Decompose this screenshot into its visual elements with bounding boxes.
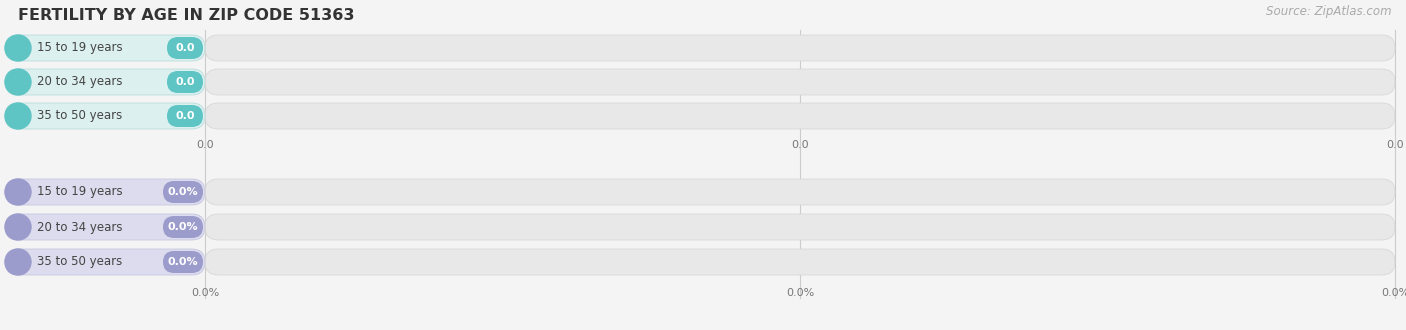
Text: 0.0: 0.0 — [792, 140, 808, 150]
FancyBboxPatch shape — [205, 179, 1395, 205]
FancyBboxPatch shape — [6, 103, 205, 129]
FancyBboxPatch shape — [6, 214, 205, 240]
Circle shape — [6, 35, 31, 61]
FancyBboxPatch shape — [6, 69, 205, 95]
FancyBboxPatch shape — [163, 251, 202, 273]
Circle shape — [6, 179, 31, 205]
Text: 0.0: 0.0 — [197, 140, 214, 150]
Text: 0.0%: 0.0% — [167, 257, 198, 267]
Text: 0.0: 0.0 — [1386, 140, 1403, 150]
Text: 0.0%: 0.0% — [1381, 288, 1406, 298]
Text: 0.0%: 0.0% — [786, 288, 814, 298]
Text: 0.0%: 0.0% — [167, 222, 198, 232]
FancyBboxPatch shape — [6, 249, 205, 275]
FancyBboxPatch shape — [205, 69, 1395, 95]
FancyBboxPatch shape — [167, 37, 202, 59]
Circle shape — [6, 103, 31, 129]
Text: 0.0%: 0.0% — [167, 187, 198, 197]
Text: 0.0%: 0.0% — [191, 288, 219, 298]
Circle shape — [6, 214, 31, 240]
Text: 35 to 50 years: 35 to 50 years — [37, 255, 122, 269]
FancyBboxPatch shape — [205, 103, 1395, 129]
FancyBboxPatch shape — [163, 181, 202, 203]
Text: 15 to 19 years: 15 to 19 years — [37, 185, 122, 199]
Text: 35 to 50 years: 35 to 50 years — [37, 110, 122, 122]
Text: Source: ZipAtlas.com: Source: ZipAtlas.com — [1267, 5, 1392, 18]
Text: 20 to 34 years: 20 to 34 years — [37, 76, 122, 88]
FancyBboxPatch shape — [6, 179, 205, 205]
Circle shape — [6, 249, 31, 275]
Text: 15 to 19 years: 15 to 19 years — [37, 42, 122, 54]
FancyBboxPatch shape — [205, 214, 1395, 240]
Text: 20 to 34 years: 20 to 34 years — [37, 220, 122, 234]
Text: FERTILITY BY AGE IN ZIP CODE 51363: FERTILITY BY AGE IN ZIP CODE 51363 — [18, 8, 354, 23]
Text: 0.0: 0.0 — [176, 111, 195, 121]
FancyBboxPatch shape — [6, 35, 205, 61]
FancyBboxPatch shape — [163, 216, 202, 238]
Circle shape — [6, 69, 31, 95]
Text: 0.0: 0.0 — [176, 43, 195, 53]
FancyBboxPatch shape — [205, 249, 1395, 275]
FancyBboxPatch shape — [167, 105, 202, 127]
FancyBboxPatch shape — [167, 71, 202, 93]
FancyBboxPatch shape — [205, 35, 1395, 61]
Text: 0.0: 0.0 — [176, 77, 195, 87]
